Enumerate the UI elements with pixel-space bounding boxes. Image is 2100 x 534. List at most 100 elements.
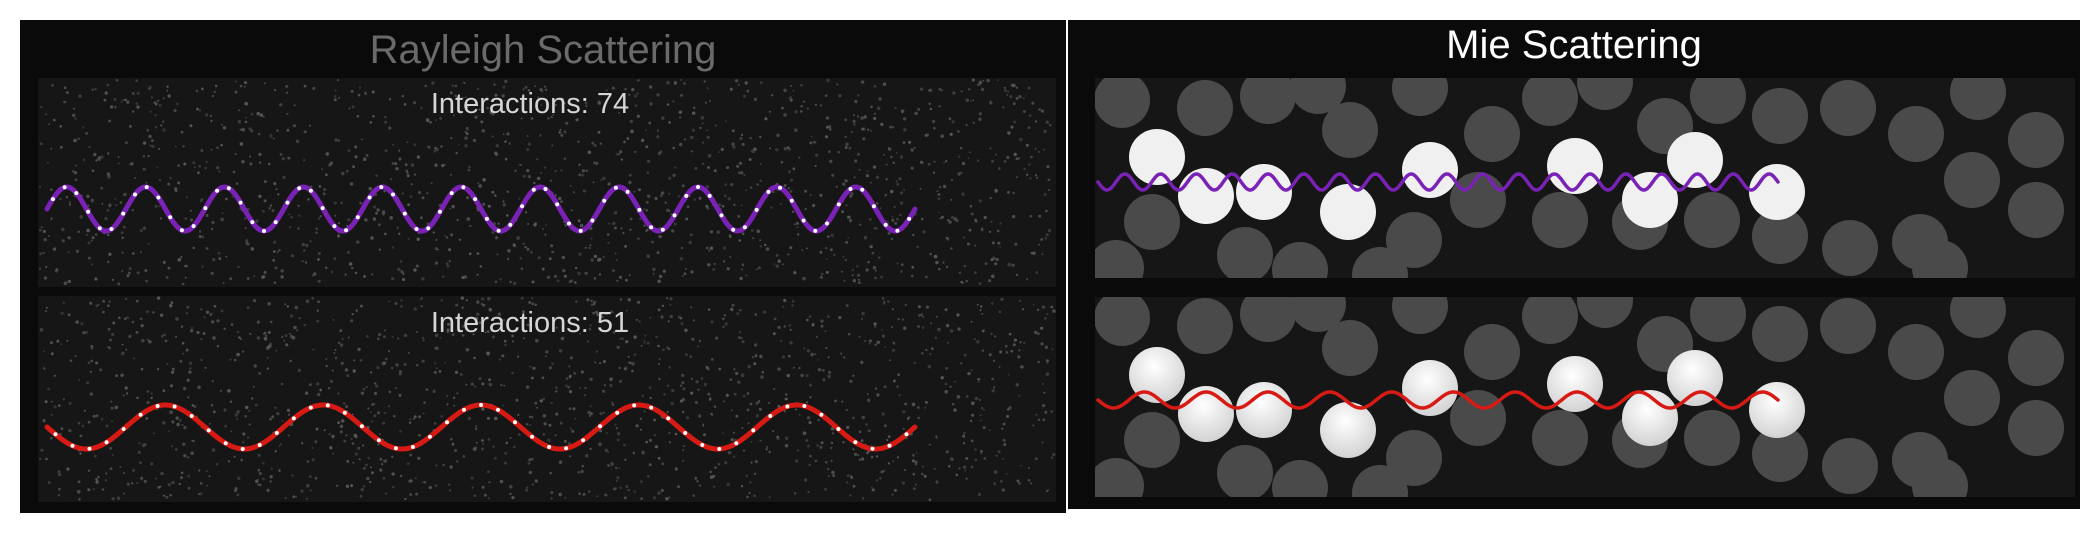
dark-particle	[1950, 297, 2006, 338]
dust-particle	[526, 135, 529, 137]
dust-particle	[716, 230, 720, 234]
dark-particle	[1577, 297, 1633, 328]
dust-particle	[854, 159, 858, 163]
scatter-dot	[768, 414, 773, 418]
dust-particle	[874, 276, 877, 280]
dust-particle	[1042, 418, 1046, 422]
dust-particle	[142, 167, 146, 171]
dust-particle	[1020, 365, 1024, 369]
dust-particle	[63, 281, 68, 286]
dust-particle	[605, 432, 608, 434]
dust-particle	[796, 449, 800, 452]
dust-particle	[401, 277, 406, 282]
dust-particle	[978, 112, 982, 116]
dust-particle	[463, 81, 466, 85]
dust-particle	[169, 304, 173, 308]
dust-particle	[827, 125, 832, 129]
dust-particle	[135, 102, 139, 105]
dust-particle	[982, 79, 985, 82]
dark-particle	[1352, 247, 1408, 278]
dust-particle	[422, 339, 425, 342]
dust-particle	[271, 415, 275, 419]
dust-particle	[305, 483, 310, 488]
dust-particle	[871, 251, 875, 255]
dust-particle	[210, 403, 214, 407]
dust-particle	[540, 171, 543, 174]
dust-particle	[131, 91, 135, 96]
dust-particle	[147, 242, 150, 245]
dust-particle	[581, 173, 585, 177]
scatter-dot	[240, 447, 245, 451]
dust-particle	[346, 374, 350, 378]
dust-particle	[48, 235, 50, 237]
dust-particle	[733, 392, 737, 396]
dust-particle	[407, 203, 411, 207]
dust-particle	[504, 451, 508, 455]
dust-particle	[174, 145, 177, 148]
dust-particle	[698, 196, 702, 200]
dust-particle	[410, 163, 415, 167]
dust-particle	[741, 340, 745, 344]
dust-particle	[548, 423, 552, 427]
dust-particle	[892, 341, 896, 345]
dust-particle	[852, 448, 855, 451]
dust-particle	[190, 451, 194, 455]
dust-particle	[200, 338, 203, 341]
dust-particle	[215, 463, 219, 466]
dust-particle	[734, 79, 739, 83]
dust-particle	[86, 381, 90, 385]
dust-particle	[951, 120, 955, 124]
dust-particle	[40, 448, 44, 452]
dust-particle	[729, 255, 732, 258]
dust-particle	[896, 456, 900, 459]
dust-particle	[790, 84, 793, 87]
dark-particle	[1888, 324, 1944, 380]
dust-particle	[740, 373, 745, 378]
dust-particle	[167, 182, 171, 186]
dust-particle	[679, 257, 683, 261]
dust-particle	[968, 88, 971, 91]
dust-particle	[303, 249, 306, 252]
dust-particle	[211, 380, 214, 383]
dust-particle	[1038, 243, 1040, 246]
dust-particle	[705, 185, 710, 189]
dust-particle	[664, 201, 667, 204]
dust-particle	[40, 105, 43, 109]
dust-particle	[925, 133, 930, 137]
dust-particle	[870, 486, 873, 489]
dust-particle	[882, 302, 886, 305]
dust-particle	[873, 325, 877, 328]
dust-particle	[208, 422, 211, 425]
dark-particle	[1522, 78, 1578, 126]
dust-particle	[852, 484, 856, 488]
dust-particle	[633, 150, 637, 154]
dust-particle	[212, 410, 216, 414]
dust-particle	[743, 94, 746, 98]
dust-particle	[531, 376, 534, 380]
dust-particle	[98, 158, 101, 161]
dust-particle	[405, 169, 408, 172]
dark-particle	[1352, 465, 1408, 497]
dust-particle	[123, 492, 126, 495]
dust-particle	[631, 362, 635, 366]
dust-particle	[736, 164, 740, 168]
dust-particle	[497, 312, 501, 316]
dust-particle	[730, 409, 733, 412]
dust-particle	[629, 217, 633, 221]
dust-particle	[558, 492, 562, 497]
dust-particle	[671, 388, 675, 393]
dust-particle	[187, 486, 191, 490]
dust-particle	[142, 226, 147, 230]
dust-particle	[408, 421, 412, 424]
dust-particle	[371, 420, 374, 423]
dust-particle	[45, 113, 48, 116]
dust-particle	[162, 260, 166, 264]
dust-particle	[475, 425, 478, 428]
dust-particle	[963, 236, 966, 239]
dust-particle	[420, 106, 423, 109]
dust-particle	[423, 480, 427, 484]
dust-particle	[439, 336, 442, 339]
dust-particle	[325, 358, 328, 361]
dust-particle	[587, 150, 592, 155]
dust-particle	[794, 110, 798, 114]
